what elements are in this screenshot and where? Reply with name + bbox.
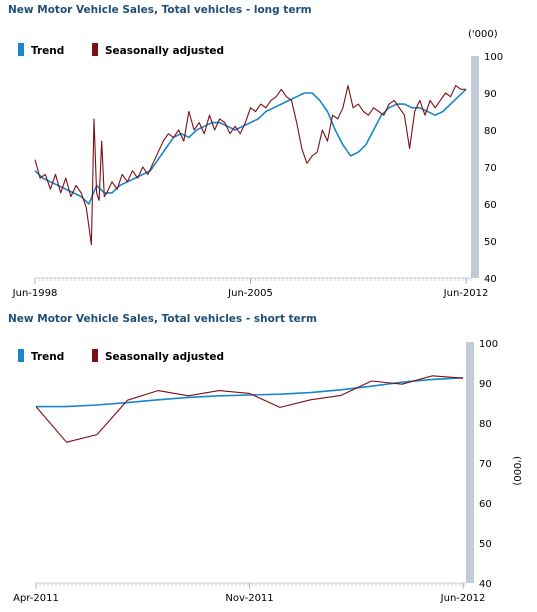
x-tick-label: Jun-2012 [443, 288, 489, 299]
y-axis-unit-label: ('000) [468, 29, 498, 40]
trend-swatch [18, 349, 24, 362]
y-tick-label: 100 [479, 339, 498, 350]
legend-label-seasonally-adjusted: Seasonally adjusted [105, 45, 225, 57]
x-tick-label: Jun-2012 [440, 593, 486, 604]
y-tick-label: 100 [484, 52, 503, 63]
legend-item-seasonally-adjusted[interactable]: Seasonally adjusted [92, 43, 224, 57]
y-tick-label: 80 [479, 419, 492, 430]
seasonally-adjusted-swatch [92, 43, 98, 56]
y-axis-unit-label: ('000) [511, 456, 522, 486]
y-tick-label: 90 [484, 89, 497, 100]
y-axis-band [471, 56, 479, 278]
x-tick-label: Jun-1998 [12, 288, 58, 299]
legend-label-seasonally-adjusted: Seasonally adjusted [105, 351, 225, 363]
y-tick-label: 60 [479, 499, 492, 510]
x-tick-label: Nov-2011 [225, 593, 273, 604]
seasonally-adjusted-line [34, 85, 466, 246]
legend-label-trend: Trend [31, 351, 65, 363]
chart-2-plot: 40 50 60 70 80 90 100 ('000) Apr-2011 Nov-2011 Jun… [13, 339, 522, 604]
chart-1-plot: 40 50 60 70 80 90 100 ('000) Jun-1998 Jun-2005 Jun… [12, 29, 503, 299]
seasonally-adjusted-swatch [92, 349, 98, 362]
legend-item-trend[interactable]: Trend [18, 349, 64, 363]
y-tick-label: 80 [484, 126, 497, 137]
y-tick-label: 70 [484, 163, 497, 174]
y-tick-label: 70 [479, 459, 492, 470]
y-tick-label: 50 [484, 237, 497, 248]
legend-item-trend[interactable]: Trend [18, 43, 64, 57]
trend-line [36, 377, 464, 408]
y-tick-label: 60 [484, 200, 497, 211]
y-tick-label: 40 [484, 274, 497, 285]
y-tick-label: 40 [479, 579, 492, 590]
x-tick-label: Jun-2005 [227, 288, 273, 299]
chart-1-title: New Motor Vehicle Sales, Total vehicles … [8, 4, 312, 16]
y-axis-band [466, 342, 474, 583]
legend-label-trend: Trend [31, 45, 65, 57]
y-tick-label: 90 [479, 379, 492, 390]
chart-2-title: New Motor Vehicle Sales, Total vehicles … [8, 313, 317, 325]
y-tick-label: 50 [479, 539, 492, 550]
x-tick-label: Apr-2011 [13, 593, 59, 604]
legend-item-seasonally-adjusted[interactable]: Seasonally adjusted [92, 349, 224, 363]
seasonally-adjusted-line [35, 375, 464, 443]
trend-swatch [18, 43, 24, 56]
